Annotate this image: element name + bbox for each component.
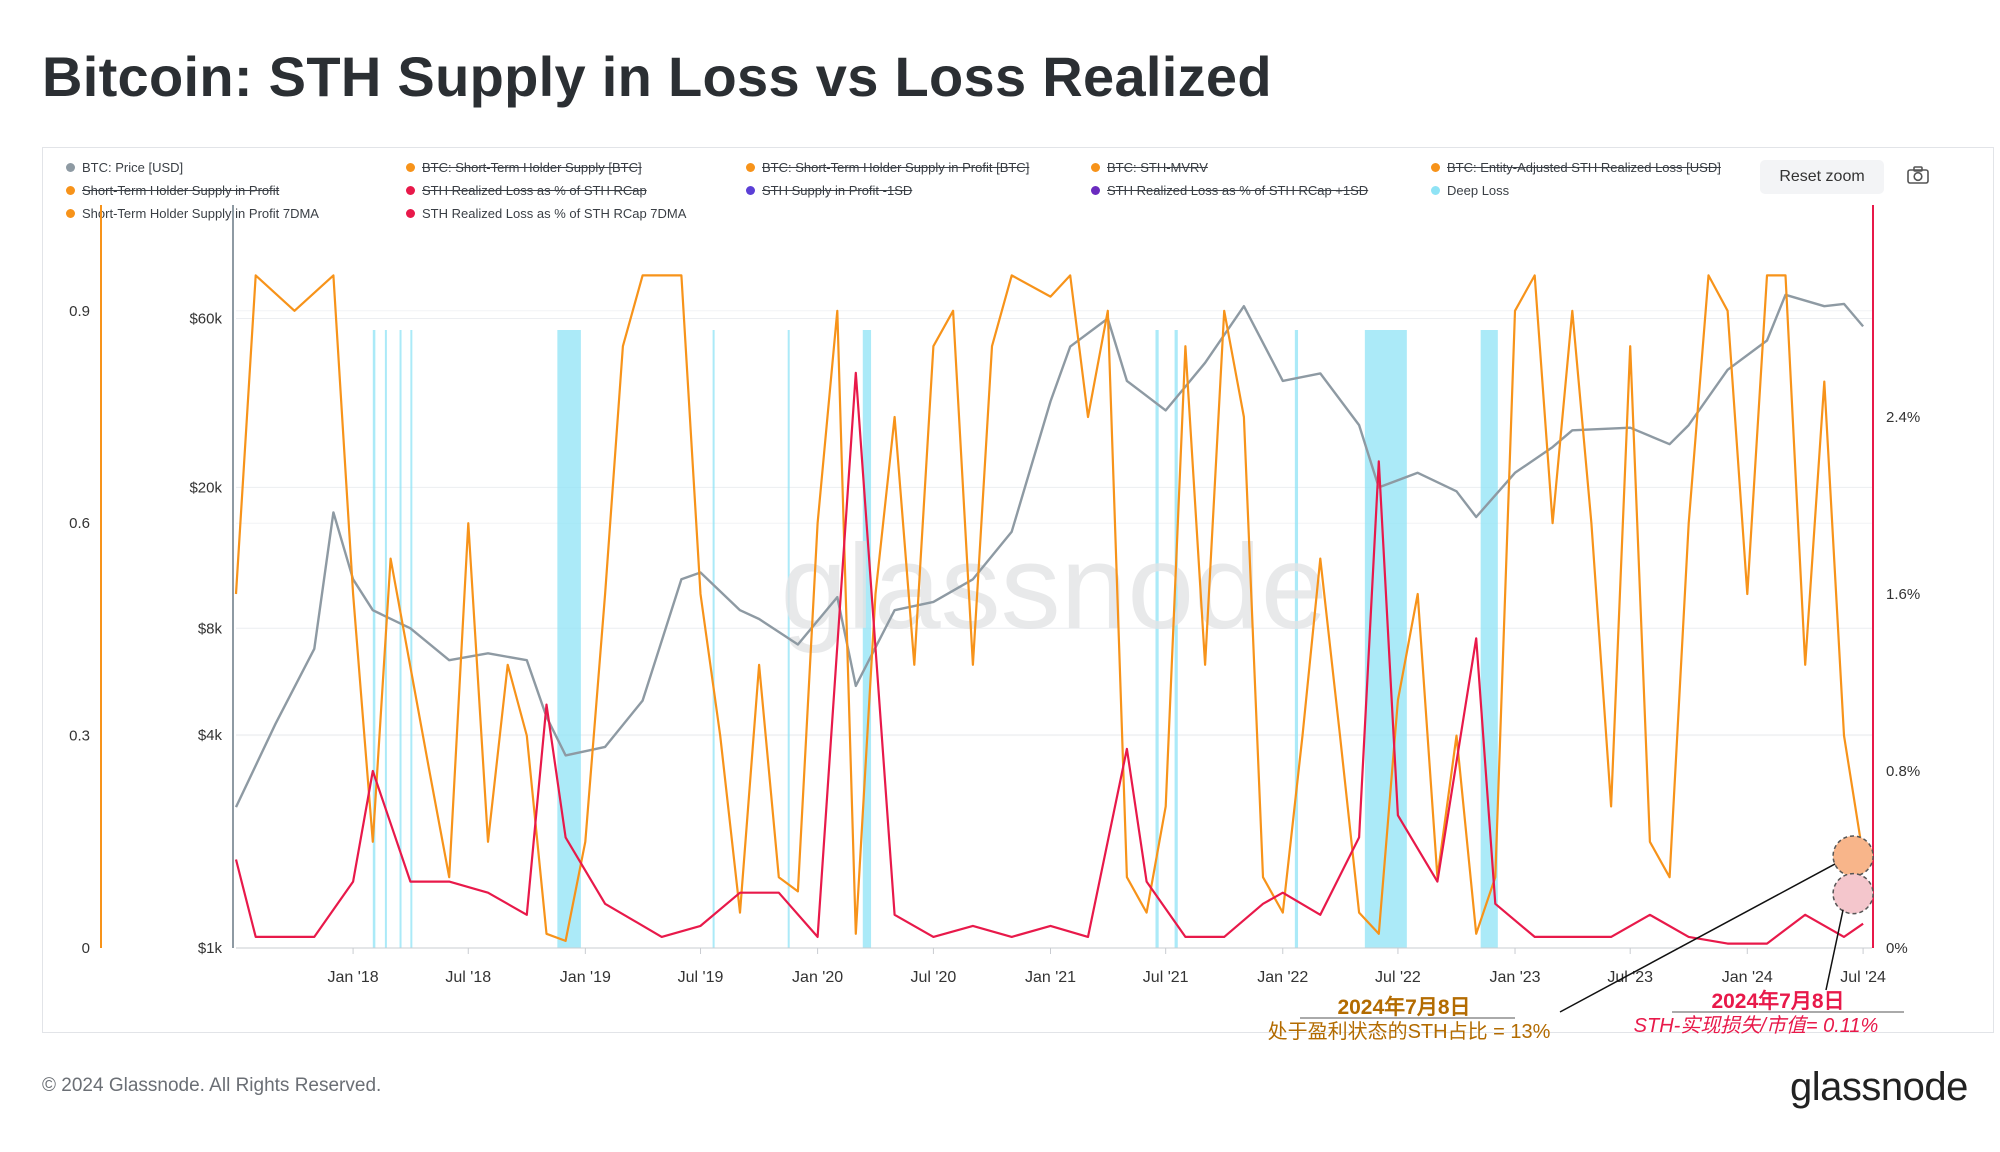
legend-label: STH Supply in Profit -1SD <box>762 183 913 198</box>
legend-marker <box>66 186 75 195</box>
legend-label: BTC: STH-MVRV <box>1107 160 1208 175</box>
legend-label: STH Realized Loss as % of STH RCap <box>422 183 647 198</box>
legend-label: BTC: Short-Term Holder Supply in Profit … <box>762 160 1030 175</box>
legend-marker <box>66 209 75 218</box>
legend-marker <box>406 209 415 218</box>
legend-marker <box>746 163 755 172</box>
legend-item[interactable]: Deep Loss <box>1431 183 1509 198</box>
copyright-footer: © 2024 Glassnode. All Rights Reserved. <box>42 1075 382 1096</box>
camera-icon[interactable] <box>1907 166 1929 184</box>
legend-item[interactable]: STH Supply in Profit -1SD <box>746 183 912 198</box>
chart-frame <box>42 147 1994 1033</box>
legend-label: BTC: Entity-Adjusted STH Realized Loss [… <box>1447 160 1721 175</box>
legend-marker <box>746 186 755 195</box>
legend-item[interactable]: BTC: Entity-Adjusted STH Realized Loss [… <box>1431 160 1721 175</box>
legend-item[interactable]: BTC: Short-Term Holder Supply [BTC] <box>406 160 642 175</box>
page-title: Bitcoin: STH Supply in Loss vs Loss Real… <box>42 45 1272 108</box>
legend-marker <box>406 163 415 172</box>
legend-item[interactable]: BTC: Short-Term Holder Supply in Profit … <box>746 160 1029 175</box>
legend-marker <box>406 186 415 195</box>
legend-label: STH Realized Loss as % of STH RCap +1SD <box>1107 183 1369 198</box>
legend-item[interactable]: STH Realized Loss as % of STH RCap 7DMA <box>406 206 686 221</box>
glassnode-logo: glassnode <box>1790 1065 1968 1109</box>
reset-zoom-button[interactable]: Reset zoom <box>1760 160 1884 194</box>
legend-item[interactable]: STH Realized Loss as % of STH RCap <box>406 183 647 198</box>
legend-label: Short-Term Holder Supply in Profit 7DMA <box>82 206 319 221</box>
legend-label: BTC: Price [USD] <box>82 160 184 175</box>
legend-marker <box>1431 186 1440 195</box>
legend-item[interactable]: STH Realized Loss as % of STH RCap +1SD <box>1091 183 1368 198</box>
legend-label: Short-Term Holder Supply in Profit <box>82 183 280 198</box>
legend-marker <box>1091 186 1100 195</box>
legend-label: Deep Loss <box>1447 183 1510 198</box>
legend-item[interactable]: BTC: STH-MVRV <box>1091 160 1208 175</box>
chart-legend: BTC: Price [USD] BTC: Short-Term Holder S… <box>66 160 1766 230</box>
legend-item[interactable]: Short-Term Holder Supply in Profit <box>66 183 279 198</box>
legend-item[interactable]: BTC: Price [USD] <box>66 160 183 175</box>
legend-marker <box>66 163 75 172</box>
legend-label: STH Realized Loss as % of STH RCap 7DMA <box>422 206 687 221</box>
legend-item[interactable]: Short-Term Holder Supply in Profit 7DMA <box>66 206 319 221</box>
legend-marker <box>1431 163 1440 172</box>
legend-marker <box>1091 163 1100 172</box>
legend-label: BTC: Short-Term Holder Supply [BTC] <box>422 160 642 175</box>
